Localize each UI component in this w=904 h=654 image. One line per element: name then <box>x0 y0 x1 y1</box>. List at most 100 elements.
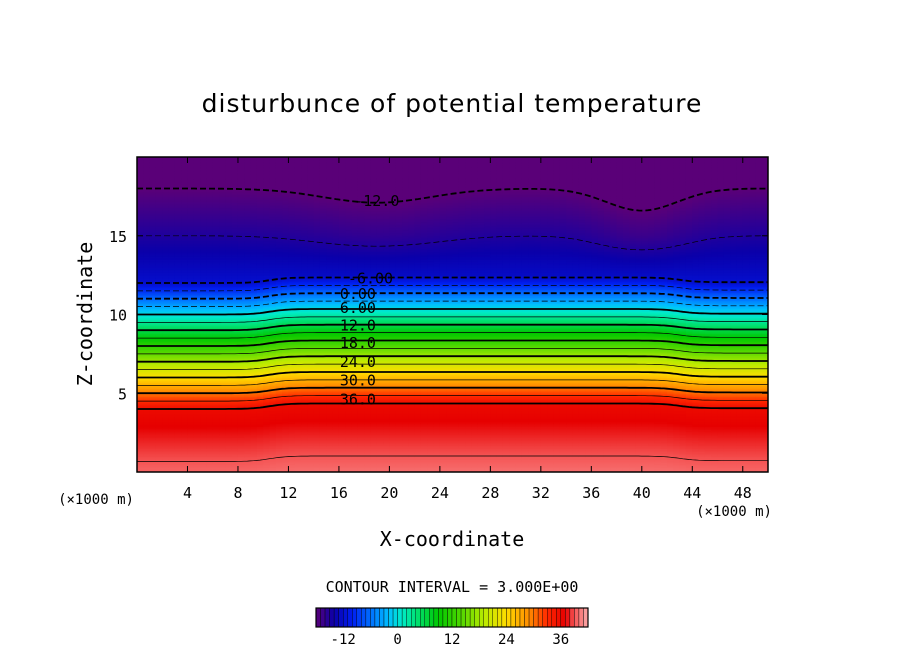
x-tick-label: 44 <box>683 484 701 502</box>
colorbar-cell <box>338 607 344 628</box>
colorbar-tick-label: 24 <box>498 632 515 648</box>
colorbar-cell <box>465 607 471 628</box>
x-tick-label: 24 <box>431 484 449 502</box>
y-axis: 5 10 15 <box>109 228 768 403</box>
colorbar-cell <box>447 607 453 628</box>
colorbar-cell <box>392 607 398 628</box>
contour-label: 18.0 <box>340 334 376 352</box>
colorbar-cell <box>515 607 521 628</box>
x-tick-label: 4 <box>183 484 192 502</box>
colorbar-cell <box>374 607 380 628</box>
contour-label: 0.00 <box>340 285 376 303</box>
colorbar-cell <box>333 607 339 628</box>
chart-title: disturbunce of potential temperature <box>202 89 703 118</box>
x-tick-label: 48 <box>734 484 752 502</box>
colorbar-cell <box>347 607 353 628</box>
contour-label: 24.0 <box>340 353 376 371</box>
colorbar-cell <box>578 607 584 628</box>
colorbar-tick-label: -12 <box>331 632 356 648</box>
colorbar-cell <box>528 607 534 628</box>
colorbar-cell <box>501 607 507 628</box>
colorbar-cell <box>320 607 326 628</box>
colorbar-cell <box>356 607 362 628</box>
colorbar-cell <box>411 607 416 628</box>
colorbar-tick-label: 0 <box>393 632 401 648</box>
contour-label: 30.0 <box>340 372 376 390</box>
contour-label: -12.0 <box>354 192 399 210</box>
colorbar-cell <box>329 607 335 628</box>
colorbar-cell <box>574 607 580 628</box>
colorbar-cell <box>565 607 571 628</box>
colorbar-cell <box>315 607 321 628</box>
x-tick-label: 8 <box>233 484 242 502</box>
y-tick-label: 5 <box>118 385 127 403</box>
colorbar-cell <box>547 607 552 628</box>
x-tick-label: 32 <box>532 484 550 502</box>
colorbar-cell <box>569 607 575 628</box>
colorbar-cell <box>324 607 330 628</box>
colorbar-cell <box>537 607 543 628</box>
y-tick-label: 10 <box>109 307 127 325</box>
colorbar-cell <box>551 607 557 628</box>
colorbar-tick-label: 36 <box>552 632 569 648</box>
colorbar-cell <box>451 607 457 628</box>
colorbar-cell <box>560 607 566 628</box>
colorbar-cell <box>361 607 367 628</box>
colorbar-cell <box>401 607 407 628</box>
colorbar-cell <box>483 607 489 628</box>
x-axis: 4 8 12 16 20 24 28 32 36 40 44 48 <box>183 157 752 502</box>
colorbar-cell <box>533 607 539 628</box>
contour-label: 6.00 <box>340 299 376 317</box>
colorbar-cell <box>365 607 371 628</box>
colorbar-cell <box>510 607 516 628</box>
x-tick-label: 20 <box>380 484 398 502</box>
colorbar-cell <box>379 607 385 628</box>
colorbar-cell <box>460 607 466 628</box>
colorbar-cell <box>506 607 512 628</box>
colorbar-ticks: -12 0 12 24 36 <box>331 632 570 648</box>
x-tick-label: 36 <box>582 484 600 502</box>
colorbar-cell <box>383 607 389 628</box>
x-tick-label: 12 <box>279 484 297 502</box>
colorbar-cell <box>456 607 462 628</box>
colorbar-cell <box>438 607 444 628</box>
y-tick-label: 15 <box>109 228 127 246</box>
colorbar-cell <box>343 607 348 628</box>
colorbar-cell <box>415 607 421 628</box>
colorbar <box>315 607 589 628</box>
colorbar-cell <box>474 607 480 628</box>
x-tick-label: 28 <box>481 484 499 502</box>
colorbar-cell <box>542 607 548 628</box>
contour-lines <box>137 187 768 462</box>
colorbar-cell <box>424 607 430 628</box>
colorbar-cell <box>492 607 498 628</box>
colorbar-cell <box>479 607 484 628</box>
colorbar-cell <box>433 607 439 628</box>
colorbar-cell <box>352 607 357 628</box>
contour-label: 12.0 <box>340 317 376 335</box>
colorbar-cell <box>406 607 412 628</box>
colorbar-cell <box>370 607 376 628</box>
contour-label: 36.0 <box>340 391 376 409</box>
colorbar-frame <box>315 607 589 628</box>
colorbar-cell <box>469 607 475 628</box>
colorbar-cell <box>397 607 403 628</box>
colorbar-cell <box>388 607 394 628</box>
colorbar-tick-label: 12 <box>444 632 461 648</box>
colorbar-cell <box>524 607 530 628</box>
colorbar-cell <box>488 607 493 628</box>
x-tick-label: 16 <box>330 484 348 502</box>
colorbar-cell <box>497 607 503 628</box>
colorbar-cell <box>429 607 435 628</box>
x-axis-unit: (×1000 m) <box>696 504 772 520</box>
x-axis-label: X-coordinate <box>380 527 525 551</box>
y-axis-unit: (×1000 m) <box>58 492 134 508</box>
contour-interval-text: CONTOUR INTERVAL = 3.000E+00 <box>326 578 579 596</box>
colorbar-cell <box>420 607 425 628</box>
contour-label: -6.00 <box>348 269 393 287</box>
colorbar-cell <box>519 607 525 628</box>
colorbar-cell <box>583 607 589 628</box>
colorbar-cell <box>442 607 448 628</box>
